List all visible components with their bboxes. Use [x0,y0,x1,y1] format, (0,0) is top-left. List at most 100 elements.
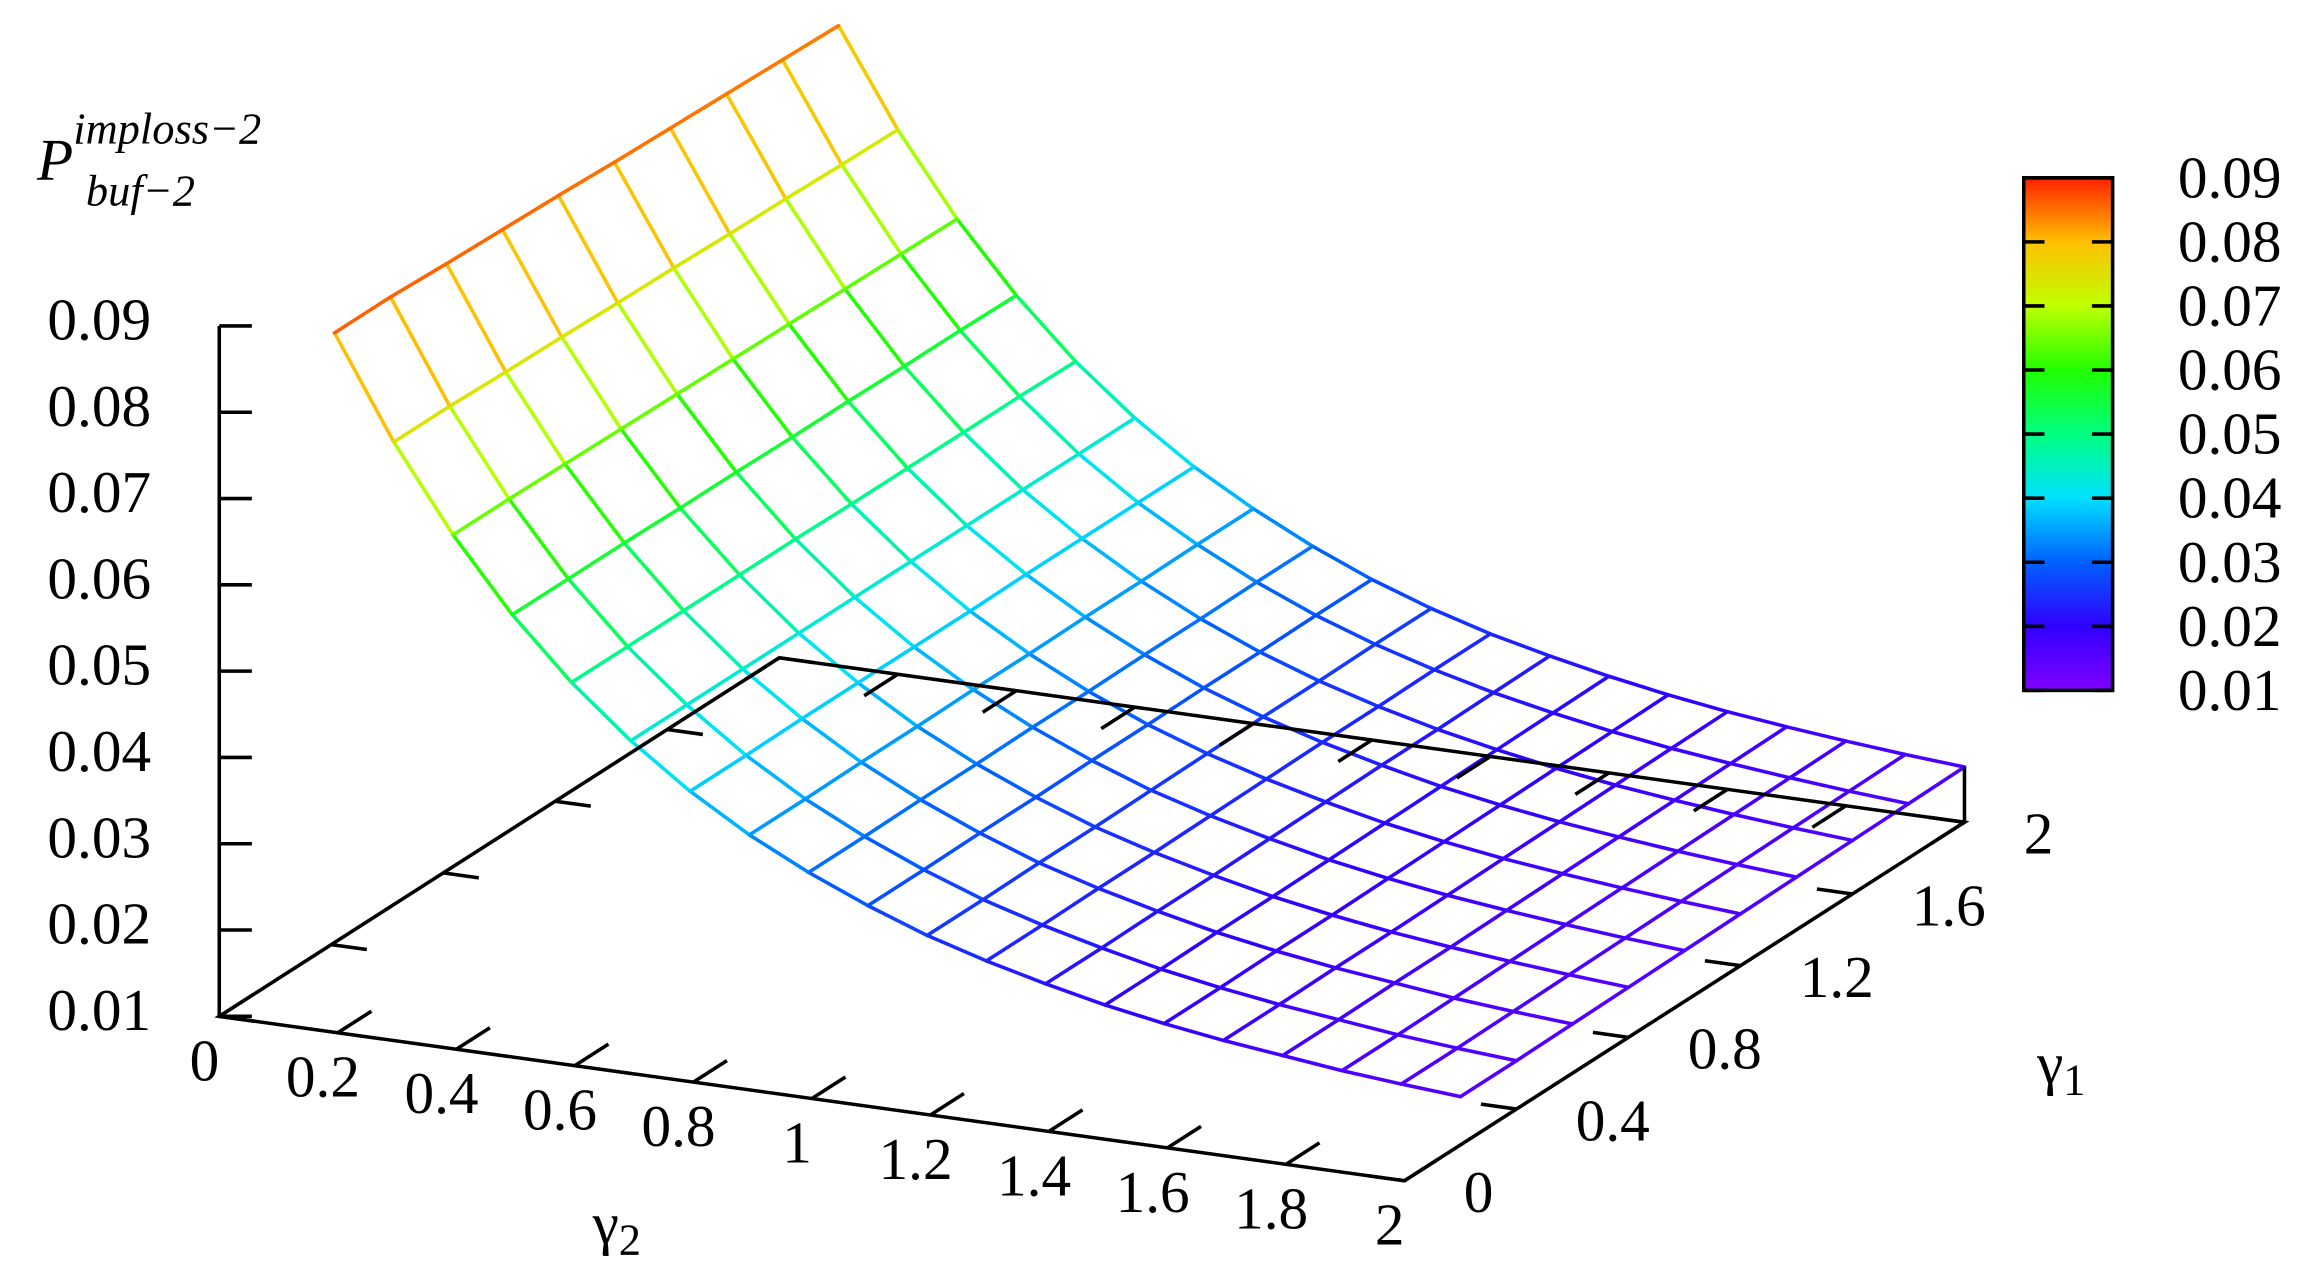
mesh-segment [1445,893,1509,913]
mesh-segment [1567,972,1631,990]
mesh-segment [1162,1021,1226,1043]
mesh-segment [1554,729,1614,771]
mesh-segment [1554,766,1618,787]
y-label-base: γ [2036,1030,2063,1096]
mesh-segment [1274,949,1338,970]
mesh-segment [1333,930,1394,970]
mesh-segment [1277,1002,1341,1022]
mesh-segment [853,595,916,649]
mesh-segment [1271,894,1334,917]
mesh-segment [925,933,989,963]
mesh-segment [1383,784,1443,825]
mesh-segment [978,795,1038,835]
mesh-segment [1498,803,1562,824]
mesh-segment [1149,788,1213,818]
mesh-segment [1725,709,1789,729]
mesh-segment [912,609,972,649]
mesh-segment [1027,652,1091,694]
mesh-segment [1261,679,1321,719]
z-tick-label: 0.03 [47,804,151,870]
mesh-segment [625,608,686,649]
x-tick-label: 1 [782,1110,812,1176]
mesh-segment [1666,693,1730,714]
y-tick [1928,815,1965,825]
mesh-segment [800,716,864,765]
mesh-segment [1195,542,1259,584]
mesh-segment [731,357,795,439]
mesh-segment [803,760,864,801]
mesh-segment [510,577,571,617]
mesh-segment [1511,1009,1575,1026]
mesh-segment [556,160,617,198]
mesh-segment [1017,359,1078,399]
mesh-segment [1788,739,1848,780]
mesh-segment [1738,875,1799,916]
mesh-segment [1551,674,1611,715]
mesh-segment [797,631,860,685]
mesh-segment [612,126,673,164]
mesh-segment [905,430,966,470]
mesh-segment [1090,722,1150,763]
mesh-segment [1557,783,1618,824]
mesh-segment [1280,1017,1341,1058]
x-tick [929,1091,965,1117]
mesh-segment [984,923,1045,963]
mesh-segment [1682,912,1743,953]
mesh-segment [1435,727,1499,752]
mesh-segment [793,537,857,600]
mesh-segment [1379,763,1443,789]
mesh-segment [1215,894,1275,935]
colorbar-tick-label: 0.02 [2178,593,2282,659]
mesh-segment [909,559,972,613]
y-tick [1816,887,1853,896]
mesh-segment [1043,982,1107,1007]
mesh-segment [1620,886,1683,904]
mesh-segment [1429,606,1493,636]
mesh-segment [1389,930,1453,949]
mesh-segment [1136,500,1200,547]
mesh-segment [905,466,969,528]
mesh-segment [1149,751,1209,793]
mesh-segment [902,364,966,435]
mesh-segment [1103,1003,1166,1026]
mesh-segment [1445,856,1506,898]
x-tick-mirror [1100,705,1136,731]
x-tick-label: 0.8 [641,1093,715,1159]
mesh-segment [981,861,1041,902]
mesh-segment [1037,861,1101,891]
mesh-segment [556,193,620,305]
mesh-segment [685,703,748,758]
mesh-segment [1323,763,1384,804]
y-tick [1480,1102,1517,1111]
mesh-segment [1086,652,1147,694]
mesh-segment [688,789,752,837]
z-tick-label: 0.06 [47,545,151,611]
mesh-segment [675,392,739,474]
mesh-segment [1251,506,1315,549]
mesh-segment [1254,580,1318,618]
mesh-segment [444,227,505,266]
mesh-segment [1162,985,1222,1026]
mesh-segment [675,357,735,396]
mesh-segment [1027,615,1088,656]
x-tick-mirror [1811,804,1847,829]
mesh-segment [1080,536,1144,584]
mesh-segment [448,404,511,501]
mesh-segment [507,462,567,501]
y-tick-mirror [219,1014,256,1024]
mesh-segment [1030,689,1091,730]
y-label-sub: 1 [2063,1055,2085,1105]
mesh-segment [1383,821,1446,844]
mesh-segment [1155,873,1216,914]
mesh-segment [1903,752,1967,769]
mesh-segment [846,399,910,470]
mesh-segment [1392,945,1453,985]
mesh-segment [968,572,1028,613]
mesh-segment [388,261,449,299]
mesh-segment [737,537,798,577]
x-tick-label: 1.2 [879,1126,953,1192]
mesh-segment [744,753,808,801]
mesh-segment [1218,949,1278,990]
mesh-segment [616,301,679,396]
mesh-segment [790,399,851,439]
